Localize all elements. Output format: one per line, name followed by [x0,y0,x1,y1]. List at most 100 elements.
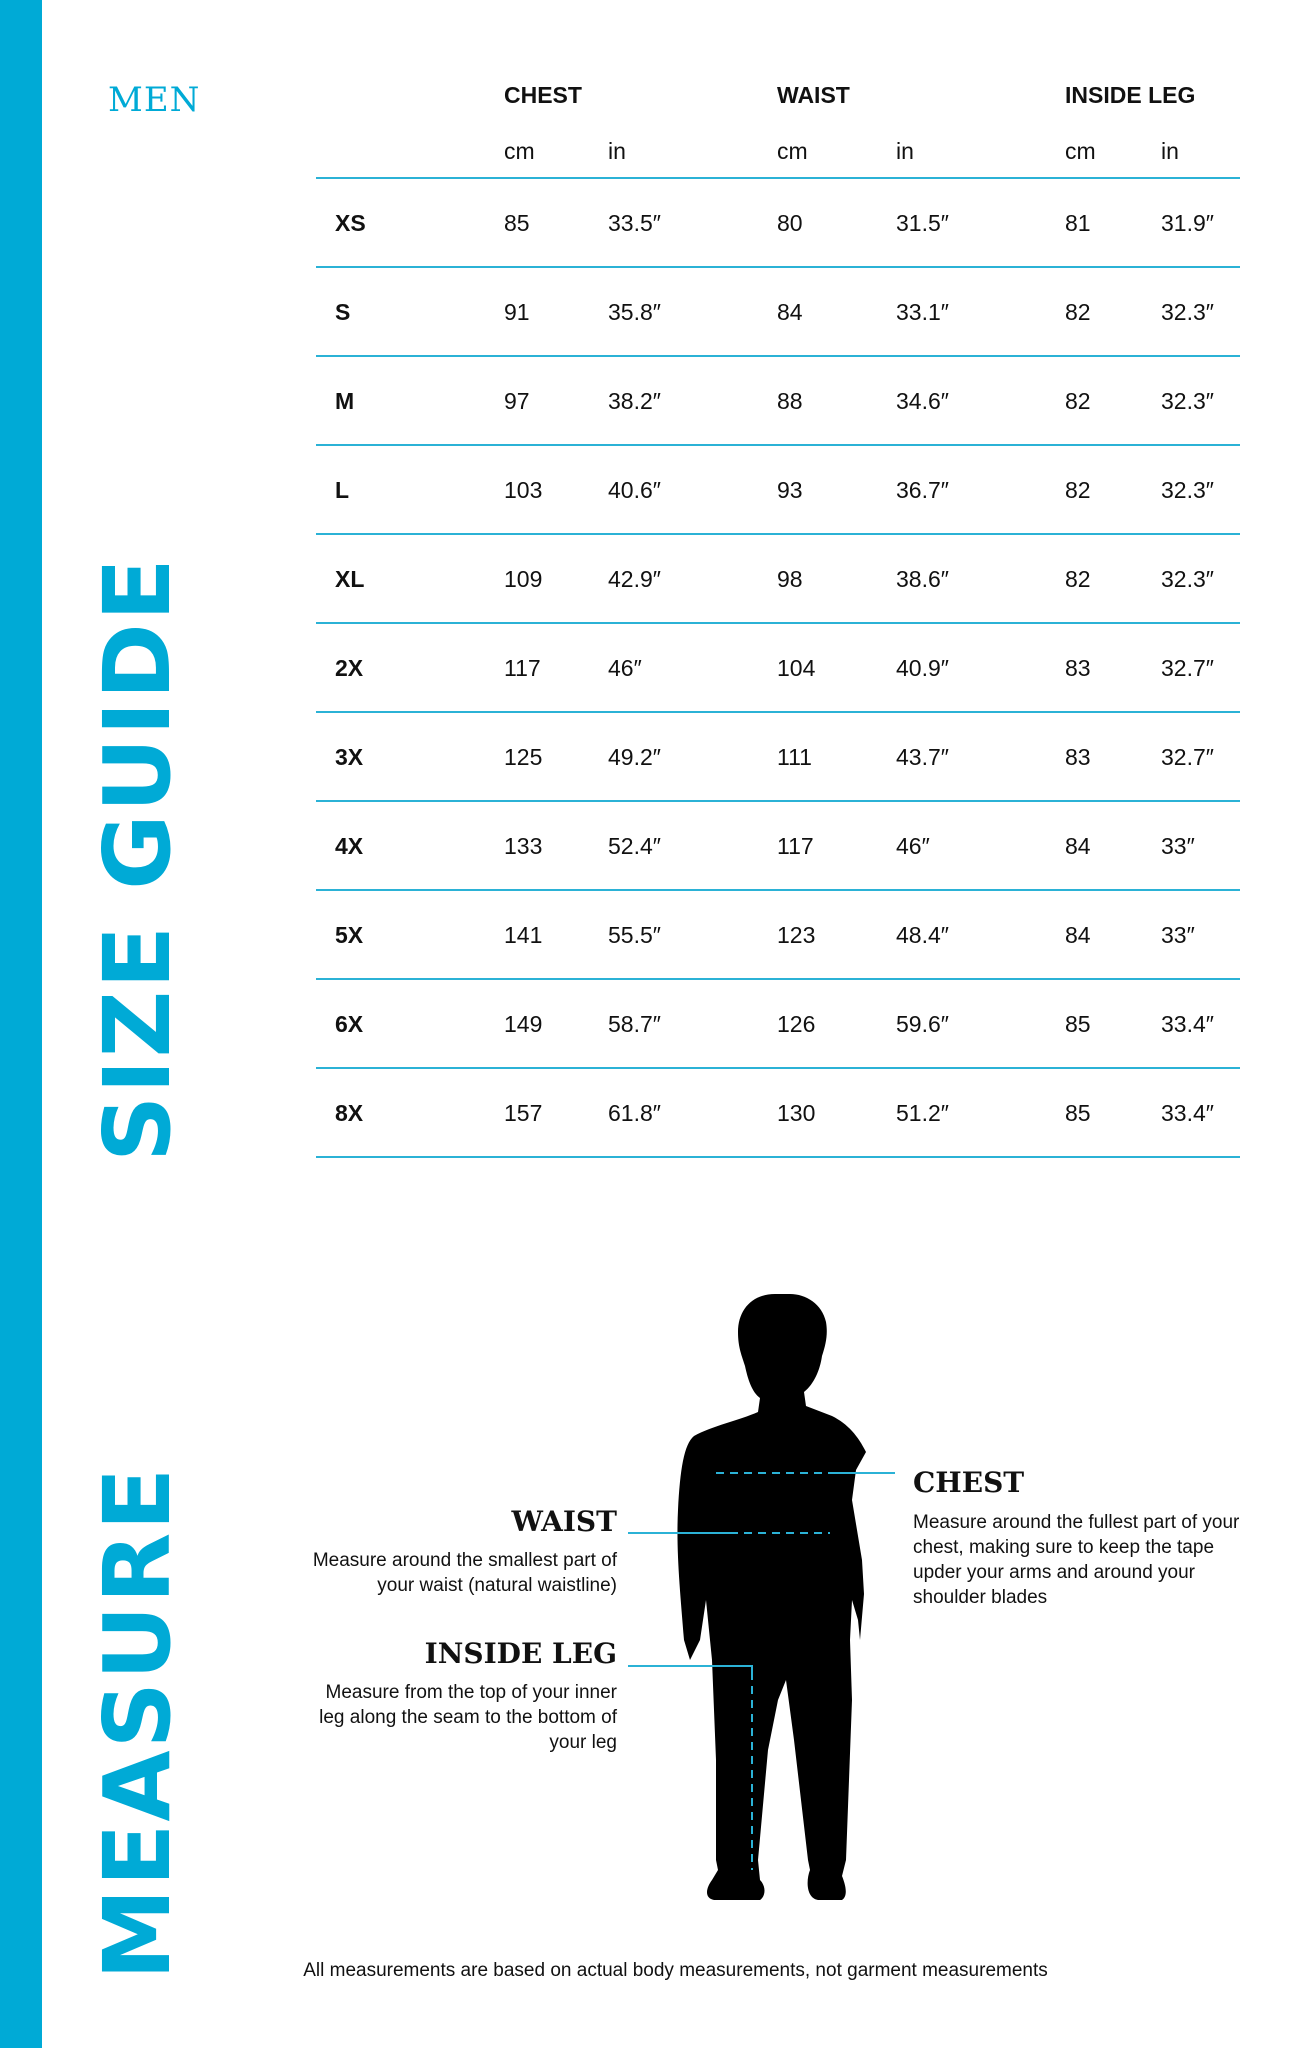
table-cell: 125 [504,744,543,770]
table-cell: 83 [1065,655,1091,681]
table-cell: 84 [1065,833,1091,859]
table-cell: 31.5″ [896,210,949,236]
table-cell: 40.6″ [608,477,661,503]
table-divider [316,711,1240,713]
table-cell: 126 [777,1011,816,1037]
table-cell: 33.5″ [608,210,661,236]
table-cell: 42.9″ [608,566,661,592]
column-header: CHEST [504,82,582,108]
chest-description: Measure around the fullest part of your … [913,1512,1240,1608]
size-label: M [335,388,355,414]
table-cell: 32.7″ [1161,655,1214,681]
table-cell: 84 [777,299,803,325]
table-cell: 46″ [896,833,930,859]
size-label: 6X [335,1011,364,1037]
table-cell: 31.9″ [1161,210,1214,236]
column-header: WAIST [777,82,850,108]
table-cell: 32.3″ [1161,477,1214,503]
table-cell: 82 [1065,477,1091,503]
column-header: INSIDE LEG [1065,82,1196,108]
inside-leg-label: INSIDE LEG [424,1637,617,1670]
table-cell: 83 [1065,744,1091,770]
table-cell: 33.4″ [1161,1100,1214,1126]
unit-header: in [608,138,626,164]
table-divider [316,1067,1240,1069]
table-cell: 43.7″ [896,744,949,770]
table-cell: 32.7″ [1161,744,1214,770]
unit-header: in [1161,138,1179,164]
table-cell: 36.7″ [896,477,949,503]
table-cell: 38.6″ [896,566,949,592]
table-divider [316,889,1240,891]
table-divider [316,444,1240,446]
table-divider [316,622,1240,624]
table-cell: 117 [504,655,541,681]
table-cell: 109 [504,566,543,592]
table-cell: 111 [777,744,812,770]
table-cell: 58.7″ [608,1011,661,1037]
table-cell: 149 [504,1011,543,1037]
section-heading: MEN [108,80,201,120]
table-cell: 32.3″ [1161,566,1214,592]
table-cell: 55.5″ [608,922,661,948]
table-cell: 133 [504,833,543,859]
table-cell: 82 [1065,299,1091,325]
footer-note: All measurements are based on actual bod… [303,1960,1048,1981]
table-cell: 38.2″ [608,388,661,414]
table-cell: 49.2″ [608,744,661,770]
size-label: XL [335,566,365,592]
inside-leg-leader-line [628,1665,753,1672]
unit-header: in [896,138,914,164]
silhouette [677,1294,866,1900]
table-cell: 59.6″ [896,1011,949,1037]
table-divider [316,355,1240,357]
table-cell: 123 [777,922,816,948]
size-label: 3X [335,744,364,770]
table-cell: 88 [777,388,803,414]
table-cell: 103 [504,477,543,503]
table-cell: 117 [777,833,814,859]
table-cell: 157 [504,1100,543,1126]
table-cell: 32.3″ [1161,299,1214,325]
waist-description: Measure around the smallest part of your… [312,1550,617,1596]
size-label: 5X [335,922,364,948]
table-cell: 97 [504,388,530,414]
table-divider [316,533,1240,535]
unit-header: cm [777,138,808,164]
table-cell: 104 [777,655,816,681]
chest-label: CHEST [913,1466,1025,1499]
table-cell: 84 [1065,922,1091,948]
table-cell: 98 [777,566,803,592]
size-label: 4X [335,833,364,859]
table-cell: 85 [1065,1100,1091,1126]
table-cell: 32.3″ [1161,388,1214,414]
table-cell: 141 [504,922,543,948]
table-divider [316,1156,1240,1158]
table-cell: 46″ [608,655,642,681]
inside-leg-description: Measure from the top of your inner leg a… [319,1682,617,1753]
table-cell: 93 [777,477,803,503]
side-accent-bar [0,0,42,2048]
table-cell: 35.8″ [608,299,661,325]
table-cell: 52.4″ [608,833,661,859]
table-cell: 40.9″ [896,655,949,681]
unit-header: cm [1065,138,1096,164]
table-cell: 33.1″ [896,299,949,325]
table-cell: 48.4″ [896,922,949,948]
table-cell: 91 [504,299,530,325]
size-label: L [335,477,350,503]
table-cell: 33″ [1161,833,1195,859]
table-cell: 82 [1065,388,1091,414]
table-cell: 51.2″ [896,1100,949,1126]
table-cell: 85 [1065,1011,1091,1037]
table-cell: 61.8″ [608,1100,661,1126]
table-cell: 82 [1065,566,1091,592]
size-label: S [335,299,351,325]
size-label: 2X [335,655,364,681]
waist-label: WAIST [511,1505,617,1538]
table-divider [316,266,1240,268]
size-label: 8X [335,1100,364,1126]
table-cell: 33.4″ [1161,1011,1214,1037]
size-label: XS [335,210,366,236]
